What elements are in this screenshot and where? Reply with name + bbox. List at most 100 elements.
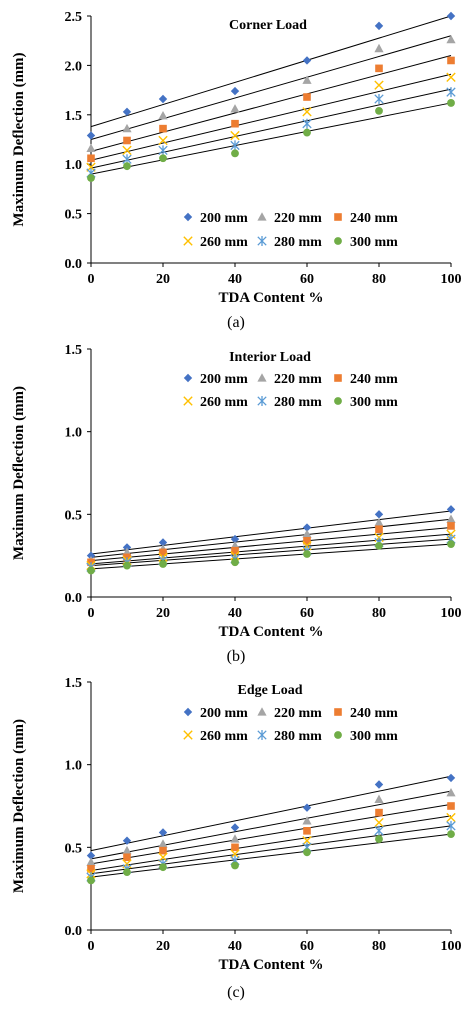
trendline (90, 533, 452, 565)
data-point (87, 154, 95, 163)
data-point (302, 803, 312, 812)
y-tick-label: 0.0 (65, 257, 83, 272)
legend-marker (183, 236, 193, 246)
data-point (374, 794, 384, 803)
legend: 200 mm 220 mm 240 mm 260 mm 280 mm 300 mm (183, 372, 398, 410)
legend-marker (257, 236, 267, 246)
data-point (303, 827, 311, 835)
chart-2: 0.0 0.5 1.0 1.5 0 20 40 60 80 100 TDA Content % Max… (11, 343, 462, 665)
chart-1: 0.0 0.5 1.0 1.5 2.0 2.5 0 20 40 60 80 100 TDA Conten… (11, 10, 462, 331)
legend-label: 220 mm (274, 211, 322, 226)
data-point (158, 110, 168, 120)
data-point (303, 93, 311, 101)
y-tick-label: 1.5 (65, 676, 83, 691)
trendline (90, 55, 452, 152)
series-240-mm (87, 802, 455, 873)
data-point (231, 119, 239, 128)
trendline (90, 527, 452, 562)
series-220-mm (86, 34, 456, 152)
y-tick-label: 0.5 (65, 508, 83, 523)
data-point (375, 525, 383, 534)
legend: 200 mm 220 mm 240 mm 260 mm 280 mm 300 mm (183, 706, 398, 744)
x-tick-label: 40 (228, 606, 242, 621)
data-point (159, 846, 167, 855)
data-point (230, 849, 240, 859)
legend-marker (183, 730, 193, 740)
data-point (158, 94, 168, 104)
data-point (159, 863, 167, 872)
data-point (447, 99, 455, 107)
data-point (302, 75, 312, 84)
trendline (90, 825, 452, 875)
data-point (122, 836, 132, 845)
data-point (87, 174, 95, 182)
data-point (86, 551, 96, 560)
y-tick-label: 0.0 (65, 591, 83, 606)
data-point (374, 80, 384, 90)
data-point (374, 780, 384, 789)
chart-3: 0.0 0.5 1.0 1.5 0 20 40 60 80 100 TDA Content % Max… (11, 676, 462, 1001)
legend-label: 300 mm (350, 235, 398, 250)
legend-label: 240 mm (350, 706, 398, 721)
legend-label: 240 mm (350, 372, 398, 387)
legend-label: 300 mm (350, 395, 398, 410)
data-point (230, 86, 240, 96)
legend-label: 220 mm (274, 372, 322, 387)
data-point (447, 802, 455, 810)
data-point (230, 140, 240, 151)
series-220-mm (86, 787, 456, 866)
data-point (374, 93, 384, 104)
data-point (374, 21, 384, 31)
legend-label: 280 mm (274, 235, 322, 250)
legend-label: 200 mm (200, 372, 248, 387)
x-axis-label: TDA Content % (218, 290, 323, 306)
data-point (230, 823, 240, 832)
legend-label: 300 mm (350, 729, 398, 744)
series-280-mm (86, 534, 456, 573)
trendline (90, 73, 452, 161)
data-point (446, 812, 456, 823)
series-200-mm (86, 11, 456, 140)
series-200-mm (86, 505, 456, 560)
trendline (90, 543, 452, 570)
y-tick-label: 0.5 (65, 208, 83, 223)
x-tick-label: 100 (441, 606, 462, 621)
data-point (122, 145, 132, 156)
data-point (158, 828, 168, 837)
data-point (159, 154, 167, 163)
legend: 200 mm 220 mm 240 mm 260 mm 280 mm 300 mm (183, 211, 398, 250)
data-point (446, 820, 456, 831)
data-point (375, 541, 383, 550)
x-tick-label: 60 (300, 606, 314, 621)
x-tick-label: 100 (441, 939, 462, 954)
legend-label: 200 mm (200, 706, 248, 721)
data-point (123, 136, 131, 145)
y-tick-label: 1.0 (65, 158, 83, 173)
x-tick-label: 80 (372, 606, 386, 621)
data-point (446, 72, 456, 82)
data-point (87, 865, 95, 873)
chart-title: Edge Load (238, 683, 303, 698)
chart-title: Corner Load (229, 18, 307, 33)
data-point (86, 131, 96, 140)
x-tick-label: 0 (88, 939, 95, 954)
data-point (447, 522, 455, 530)
x-tick-label: 40 (228, 939, 242, 954)
data-point (87, 566, 95, 575)
trendline (90, 833, 452, 878)
data-point (302, 56, 312, 65)
y-tick-label: 1.0 (65, 759, 83, 774)
data-point (446, 87, 456, 98)
data-point (158, 538, 168, 547)
data-point (446, 787, 456, 797)
data-point (123, 162, 131, 171)
data-point (230, 130, 240, 141)
figure-caption: (a) (227, 314, 245, 331)
legend-marker (334, 374, 342, 382)
series-280-mm (86, 87, 456, 179)
data-point (302, 529, 312, 538)
data-point (122, 543, 132, 552)
x-tick-label: 20 (156, 272, 170, 287)
data-point (123, 561, 131, 570)
